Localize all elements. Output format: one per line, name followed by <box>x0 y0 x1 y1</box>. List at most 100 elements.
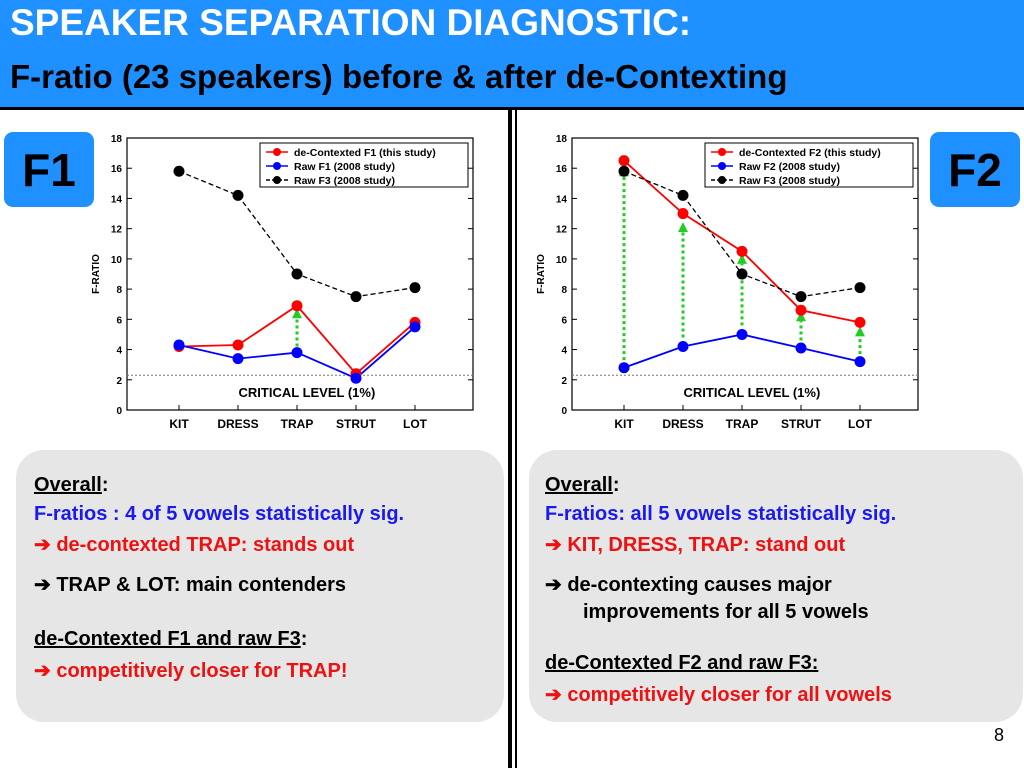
data-point <box>173 165 185 177</box>
x-tick-label: LOT <box>848 417 873 431</box>
left-summary-panel: Overall: F-ratios : 4 of 5 vowels statis… <box>16 450 504 722</box>
x-tick-label: TRAP <box>281 417 314 431</box>
y-tick-label: 18 <box>556 134 568 145</box>
data-point <box>350 291 362 303</box>
x-tick-label: STRUT <box>336 417 377 431</box>
legend-entry: de-Contexted F2 (this study) <box>739 147 881 159</box>
left-line-contenders: ➔ TRAP & LOT: main contenders <box>34 574 346 596</box>
data-point <box>677 208 689 220</box>
improvement-arrow-head <box>796 311 806 322</box>
x-tick-label: TRAP <box>726 417 759 431</box>
legend-swatch-marker <box>273 162 281 170</box>
title-bar: SPEAKER SEPARATION DIAGNOSTIC: F-ratio (… <box>0 0 1024 110</box>
data-point <box>232 353 244 365</box>
right-heading2: de-Contexted F2 and raw F3: <box>545 652 819 674</box>
slide-title: SPEAKER SEPARATION DIAGNOSTIC: <box>10 2 692 43</box>
y-tick-label: 16 <box>111 164 123 175</box>
improvement-arrow-head <box>855 326 865 337</box>
f2-badge: F2 <box>930 132 1020 207</box>
legend-entry: Raw F2 (2008 study) <box>739 161 840 173</box>
left-line-closer-trap: ➔ competitively closer for TRAP! <box>34 660 348 682</box>
y-tick-label: 0 <box>561 406 567 417</box>
y-tick-label: 14 <box>111 194 123 205</box>
x-tick-label: KIT <box>614 417 634 431</box>
left-line-fratios: F-ratios : 4 of 5 vowels statistically s… <box>34 503 405 525</box>
legend-box <box>704 142 914 188</box>
y-tick-label: 12 <box>111 225 123 236</box>
y-tick-label: 6 <box>561 315 567 326</box>
x-tick-label: STRUT <box>781 417 822 431</box>
y-tick-label: 4 <box>116 346 122 357</box>
x-tick-label: DRESS <box>217 417 258 431</box>
y-tick-label: 12 <box>556 225 568 236</box>
legend-swatch-marker <box>273 176 281 184</box>
y-tick-label: 10 <box>556 255 568 266</box>
legend-swatch-marker <box>718 176 726 184</box>
y-tick-label: 0 <box>116 406 122 417</box>
data-point <box>232 189 244 201</box>
data-point <box>350 372 362 384</box>
column-divider <box>508 110 512 768</box>
data-point <box>618 155 630 167</box>
y-tick-label: 6 <box>116 315 122 326</box>
y-tick-label: 2 <box>561 376 567 387</box>
data-point <box>854 316 866 328</box>
column-divider-inner <box>515 110 517 768</box>
data-point <box>736 268 748 280</box>
y-tick-label: 16 <box>556 164 568 175</box>
data-point <box>618 165 630 177</box>
left-line-trap-stands-out: ➔ de-contexted TRAP: stands out <box>34 534 355 556</box>
legend-entry: de-Contexted F1 (this study) <box>294 147 436 159</box>
data-point <box>736 245 748 257</box>
right-overall-heading: Overall: <box>545 474 620 497</box>
y-tick-label: 2 <box>116 376 122 387</box>
data-point <box>618 362 630 374</box>
legend-entry: Raw F1 (2008 study) <box>294 161 395 173</box>
legend-entry: Raw F3 (2008 study) <box>294 175 395 187</box>
left-overall-colon: : <box>101 474 109 496</box>
data-point <box>173 339 185 351</box>
data-point <box>409 321 421 333</box>
data-point <box>291 347 303 359</box>
f1-chart: 0 2 4 6 8 10 12 14 16 18 F-RATIO KIT DRESS TRAP STRUT L… <box>91 134 474 431</box>
right-line-fratios: F-ratios: all 5 vowels statistically sig… <box>545 503 897 525</box>
improvement-arrow-head <box>292 308 302 319</box>
y-tick-label: 4 <box>561 346 567 357</box>
x-tick-label: DRESS <box>662 417 703 431</box>
left-overall-heading: Overall: <box>34 474 109 497</box>
data-point <box>854 356 866 368</box>
right-overall-label: Overall <box>545 474 613 496</box>
y-axis-label: F-RATIO <box>91 254 102 294</box>
y-tick-label: 14 <box>556 194 568 205</box>
right-summary-panel: Overall: F-ratios: all 5 vowels statisti… <box>529 450 1023 722</box>
slide-subtitle: F-ratio (23 speakers) before & after de-… <box>10 58 788 95</box>
y-tick-label: 8 <box>116 285 122 296</box>
data-point <box>291 268 303 280</box>
right-line-decontexting: ➔ de-contexting causes major <box>545 574 832 596</box>
right-line-improvements: improvements for all 5 vowels <box>583 601 869 623</box>
data-point <box>677 341 689 353</box>
data-point <box>409 282 421 294</box>
x-tick-label: KIT <box>169 417 189 431</box>
x-tick-label: LOT <box>403 417 428 431</box>
right-overall-colon: : <box>612 474 620 496</box>
legend-box <box>259 142 469 188</box>
improvement-arrow-head <box>737 253 747 264</box>
data-point <box>232 339 244 351</box>
data-point <box>291 300 303 312</box>
data-point <box>854 282 866 294</box>
left-overall-label: Overall <box>34 474 102 496</box>
data-point <box>677 189 689 201</box>
y-tick-label: 18 <box>111 134 123 145</box>
critical-level-label: CRITICAL LEVEL (1%) <box>239 385 376 400</box>
right-line-closer-all: ➔ competitively closer for all vowels <box>545 684 892 706</box>
f1-badge: F1 <box>4 132 94 207</box>
f2-chart: 0 2 4 6 8 10 12 14 16 18 F-RATIO KIT DRESS TRAP STRUT L… <box>536 134 919 431</box>
critical-level-label: CRITICAL LEVEL (1%) <box>684 385 821 400</box>
left-heading2-label: de-Contexted F1 and raw F3 <box>34 628 301 650</box>
y-axis-label: F-RATIO <box>536 254 547 294</box>
y-tick-label: 10 <box>111 255 123 266</box>
data-point <box>795 304 807 316</box>
page-number: 8 <box>993 725 1004 745</box>
legend-swatch-marker <box>718 148 726 156</box>
